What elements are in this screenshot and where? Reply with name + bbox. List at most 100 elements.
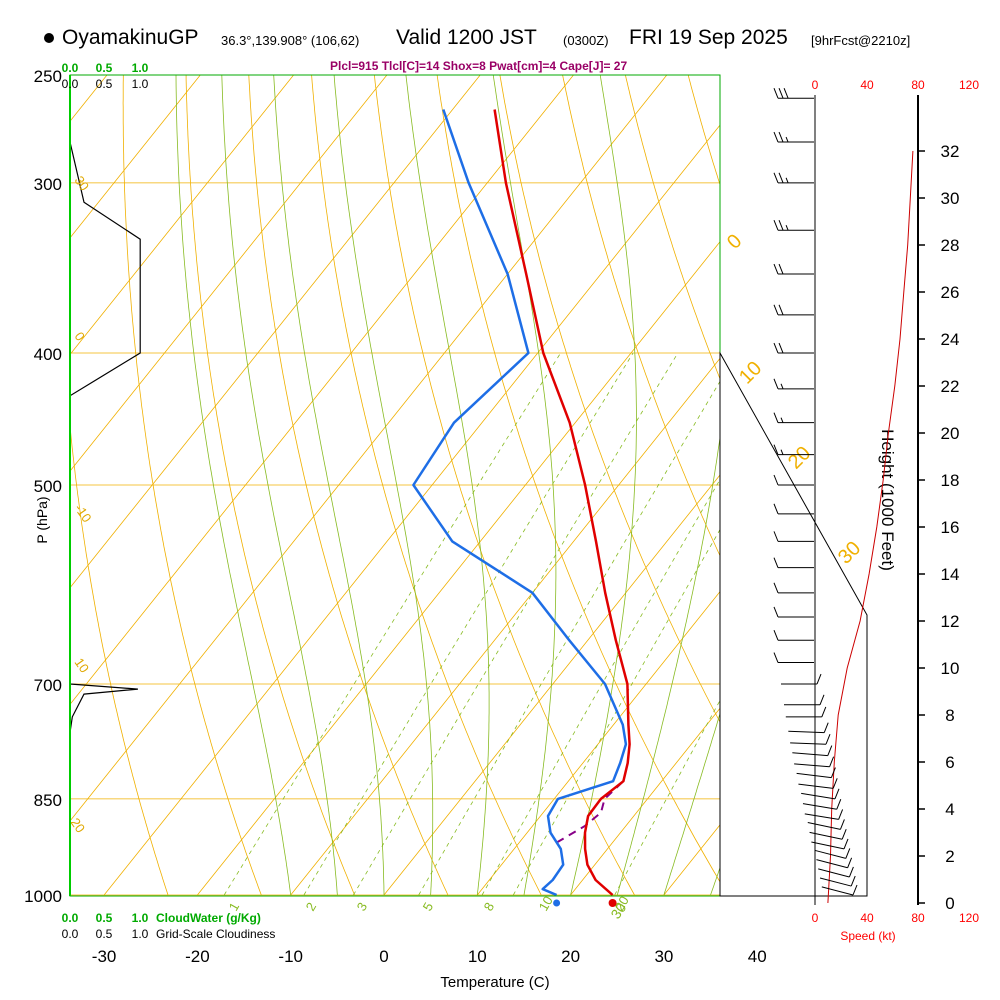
isotherm-line xyxy=(70,75,388,472)
moist-adiabat-line xyxy=(333,75,434,896)
moist-adiabat-line xyxy=(616,434,720,896)
wind-barb xyxy=(773,342,814,354)
pressure-tick-label: 400 xyxy=(34,345,62,364)
mixing-ratio-label: 20 xyxy=(612,893,632,913)
cloudiness-tick-top: 1.0 xyxy=(132,77,149,91)
cloud-water-tick-bottom: 0.5 xyxy=(96,911,113,925)
wind-barb-shaft xyxy=(809,831,843,840)
dry-adiabat-line xyxy=(185,75,355,896)
cloudiness-tick-bottom: 0.5 xyxy=(96,927,113,941)
wind-barb xyxy=(773,503,814,515)
wind-barb-flag xyxy=(778,263,784,275)
temperature-tick-label: 20 xyxy=(561,947,580,966)
wind-barb-half-flag xyxy=(780,449,784,455)
dry-adiabat-line xyxy=(248,75,449,896)
wind-barb-flag xyxy=(778,88,784,99)
speed-tick-top: 120 xyxy=(959,78,979,92)
mixing-ratio-label: 2 xyxy=(303,900,320,914)
wind-barb-flag xyxy=(773,172,779,184)
dry-adiabat-line xyxy=(625,75,720,380)
wind-barb-flag xyxy=(773,557,779,568)
wind-barb xyxy=(773,606,814,618)
station-coords: 36.3°,139.908° (106,62) xyxy=(221,33,360,48)
height-tick-label: 26 xyxy=(941,283,960,302)
pressure-tick-label: 850 xyxy=(34,791,62,810)
wind-barb-flag xyxy=(773,630,779,641)
wind-barb-flag xyxy=(839,819,845,830)
mixing-ratio-line xyxy=(353,352,679,896)
height-tick-label: 0 xyxy=(945,894,954,913)
isotherm-line xyxy=(851,75,1000,895)
wind-barb xyxy=(794,756,835,768)
height-tick-label: 30 xyxy=(941,189,960,208)
parcel-path xyxy=(556,780,625,844)
cloudiness-profile xyxy=(70,141,141,895)
wind-barb xyxy=(801,788,840,800)
height-tick-label: 28 xyxy=(941,236,960,255)
wind-barb xyxy=(773,88,814,99)
wind-barb-flag xyxy=(773,263,779,275)
wind-barb-flag xyxy=(773,342,779,354)
temperature-tick-label: 40 xyxy=(748,947,767,966)
mixing-ratio-line xyxy=(481,478,720,896)
wind-barb-flag xyxy=(778,131,784,143)
wind-barb xyxy=(798,778,838,789)
height-tick-label: 10 xyxy=(941,659,960,678)
wind-barb-shaft xyxy=(814,849,846,859)
wind-barb xyxy=(819,875,856,887)
wind-barb-flag xyxy=(773,88,779,99)
wind-barb xyxy=(773,582,814,594)
stability-indices: Plcl=915 Tlcl[C]=14 Shox=8 Pwat[cm]=4 Ca… xyxy=(330,59,628,73)
wind-barb-flag xyxy=(773,474,779,486)
height-axis-title: Height (1000 Feet) xyxy=(878,429,897,571)
moist-adiabat-line xyxy=(405,75,490,896)
wind-barb-flag xyxy=(834,788,840,800)
wind-barb-shaft xyxy=(798,783,834,789)
wind-barb-half-flag xyxy=(785,177,789,184)
moist-adiabat-line xyxy=(710,866,720,896)
mixing-ratio-line xyxy=(303,352,634,896)
isotherm-label: 20 xyxy=(784,442,815,473)
height-tick-label: 2 xyxy=(945,847,954,866)
cloud-water-tick-bottom: 0.0 xyxy=(62,911,79,925)
cloudiness-tick-top: 0.5 xyxy=(96,77,113,91)
wind-barb-shaft xyxy=(792,752,828,757)
isotherm-label: 0 xyxy=(723,230,746,253)
wind-barb-flag xyxy=(778,304,784,316)
wind-barb xyxy=(773,378,814,390)
speed-tick-bottom: 80 xyxy=(911,911,925,925)
speed-tick-bottom: 0 xyxy=(812,911,819,925)
wind-barb-shaft xyxy=(811,841,845,850)
wind-barb xyxy=(809,829,847,840)
wind-barb-flag xyxy=(819,694,825,705)
dry-adiabat-label: 30 xyxy=(72,173,93,193)
wind-barb-flag xyxy=(773,503,779,515)
dry-adiabat-line xyxy=(70,421,169,896)
wind-barb-shaft xyxy=(818,868,850,878)
temperature-tick-label: -10 xyxy=(278,947,303,966)
wind-barb-flag xyxy=(773,304,779,316)
height-tick-label: 6 xyxy=(945,753,954,772)
wind-barb xyxy=(773,474,814,486)
speed-tick-top: 80 xyxy=(911,78,925,92)
wind-barb-flag xyxy=(773,412,779,423)
dry-adiabat-line xyxy=(499,75,720,723)
mixing-ratio-line xyxy=(512,528,720,896)
wind-barb xyxy=(784,694,825,706)
dry-adiabat-line xyxy=(436,75,720,883)
wind-barb-flag xyxy=(832,778,838,789)
valid-time: Valid 1200 JST xyxy=(396,26,537,49)
wind-barb-shaft xyxy=(802,803,837,810)
wind-barb xyxy=(773,131,814,143)
wind-barb-shaft xyxy=(804,813,839,820)
mixing-ratio-line xyxy=(418,380,720,896)
height-tick-label: 12 xyxy=(941,612,960,631)
mixing-ratio-label: 3 xyxy=(354,900,371,914)
pressure-tick-label: 300 xyxy=(34,175,62,194)
wind-barb xyxy=(773,304,814,316)
surface-temperature-marker xyxy=(608,899,617,907)
cloudiness-tick-bottom: 0.0 xyxy=(62,927,79,941)
wind-barb xyxy=(804,809,844,820)
isotherm-line xyxy=(476,590,720,896)
